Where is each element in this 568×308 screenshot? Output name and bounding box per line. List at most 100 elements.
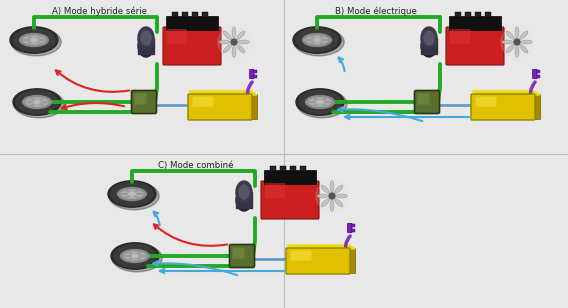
Text: A) Mode hybride série: A) Mode hybride série [52,7,147,17]
Ellipse shape [294,28,344,56]
Ellipse shape [502,40,513,44]
Text: B) Mode électrique: B) Mode électrique [335,7,417,17]
Ellipse shape [34,101,40,103]
FancyBboxPatch shape [450,29,470,44]
Bar [264,170,316,184]
Ellipse shape [124,252,147,260]
FancyBboxPatch shape [135,94,147,104]
Ellipse shape [236,181,252,203]
Ellipse shape [120,249,149,262]
Ellipse shape [223,31,231,39]
Bar [138,38,154,54]
Ellipse shape [314,39,320,41]
Bar [465,12,471,17]
Bar [236,192,252,208]
Bar [537,75,540,78]
FancyBboxPatch shape [475,96,496,107]
Polygon shape [287,245,355,249]
Ellipse shape [316,101,323,103]
FancyBboxPatch shape [265,183,285,198]
FancyBboxPatch shape [163,27,221,65]
Ellipse shape [114,245,156,268]
Bar [290,166,296,171]
Ellipse shape [303,34,331,47]
Ellipse shape [515,27,519,38]
Ellipse shape [138,27,154,49]
Bar [270,166,276,171]
Ellipse shape [321,199,329,207]
FancyBboxPatch shape [261,181,319,219]
FancyBboxPatch shape [132,91,157,114]
Ellipse shape [232,46,236,57]
Ellipse shape [421,27,437,49]
Ellipse shape [13,28,55,51]
FancyBboxPatch shape [229,245,254,268]
Ellipse shape [329,193,335,199]
Ellipse shape [237,31,245,39]
Ellipse shape [118,188,147,201]
Bar [253,71,257,73]
Ellipse shape [108,181,156,207]
FancyBboxPatch shape [533,69,537,79]
Ellipse shape [20,34,48,47]
Ellipse shape [10,27,58,53]
Ellipse shape [335,185,343,193]
Ellipse shape [141,31,151,45]
Ellipse shape [506,31,515,39]
Ellipse shape [16,91,58,114]
FancyBboxPatch shape [417,94,429,104]
FancyBboxPatch shape [232,248,244,258]
Ellipse shape [111,182,153,205]
Ellipse shape [514,39,520,45]
Bar [280,166,286,171]
Text: C) Mode combiné: C) Mode combiné [158,161,233,170]
Ellipse shape [501,26,533,58]
FancyBboxPatch shape [471,94,535,120]
Ellipse shape [520,31,528,39]
FancyBboxPatch shape [349,249,356,274]
Ellipse shape [237,45,245,53]
Polygon shape [189,91,257,95]
Ellipse shape [26,98,48,106]
Ellipse shape [232,27,236,38]
Ellipse shape [296,89,344,115]
Ellipse shape [223,45,231,53]
Bar [166,16,218,30]
Bar [202,12,208,17]
Ellipse shape [296,28,338,51]
Ellipse shape [132,255,139,257]
Ellipse shape [112,244,162,272]
Ellipse shape [308,98,331,106]
Ellipse shape [23,36,45,44]
Bar [352,229,354,232]
Bar [537,71,540,73]
Ellipse shape [120,190,143,198]
Ellipse shape [506,45,515,53]
Ellipse shape [109,182,159,210]
Ellipse shape [330,200,334,211]
FancyBboxPatch shape [193,96,214,107]
Ellipse shape [23,95,51,108]
Ellipse shape [336,194,347,198]
Ellipse shape [31,39,37,41]
Ellipse shape [14,90,64,118]
Bar [182,12,188,17]
Ellipse shape [128,193,135,195]
Bar [455,12,461,17]
FancyBboxPatch shape [446,27,504,65]
Ellipse shape [521,40,532,44]
Ellipse shape [239,185,249,199]
FancyBboxPatch shape [348,223,352,233]
Ellipse shape [13,89,61,115]
FancyBboxPatch shape [188,94,252,120]
Ellipse shape [297,90,347,118]
FancyBboxPatch shape [249,69,254,79]
Bar [253,75,257,78]
Bar [352,225,354,227]
Ellipse shape [306,36,328,44]
Ellipse shape [218,26,250,58]
Ellipse shape [231,39,237,45]
Ellipse shape [316,180,348,212]
Bar [485,12,491,17]
Bar [192,12,198,17]
